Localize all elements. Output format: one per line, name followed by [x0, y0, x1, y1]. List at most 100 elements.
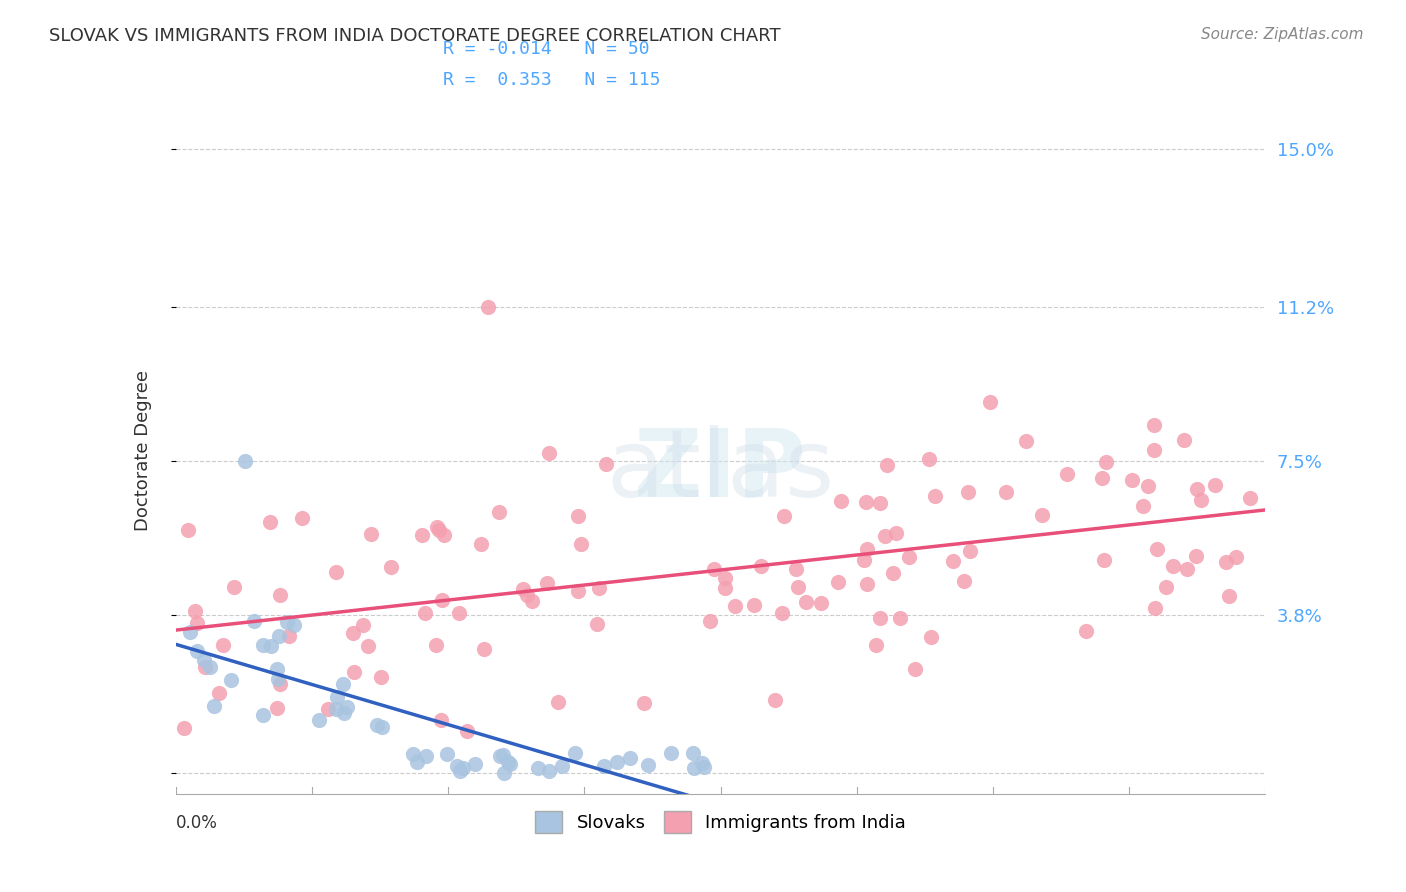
Slovaks [415, 749, 437, 764]
Slovaks [593, 759, 616, 773]
Slovaks [267, 672, 290, 686]
Immigrants from India [536, 576, 558, 591]
Immigrants from India [830, 493, 852, 508]
Slovaks [606, 756, 628, 770]
Immigrants from India [186, 616, 208, 631]
Immigrants from India [1132, 500, 1154, 514]
Immigrants from India [477, 300, 499, 314]
Immigrants from India [269, 676, 291, 690]
Immigrants from India [269, 588, 291, 602]
Immigrants from India [433, 528, 456, 542]
Immigrants from India [447, 606, 470, 620]
Immigrants from India [787, 580, 810, 594]
Immigrants from India [586, 617, 609, 632]
Immigrants from India [952, 574, 974, 588]
Immigrants from India [567, 584, 589, 599]
Slovaks [179, 624, 201, 639]
Slovaks [451, 761, 474, 775]
Slovaks [370, 720, 392, 734]
Slovaks [401, 747, 423, 762]
Slovaks [198, 659, 221, 673]
Slovaks [661, 746, 683, 760]
Immigrants from India [360, 526, 382, 541]
Immigrants from India [259, 515, 281, 529]
Slovaks [267, 629, 290, 643]
Immigrants from India [316, 702, 339, 716]
Immigrants from India [411, 528, 433, 542]
Immigrants from India [1137, 479, 1160, 493]
Immigrants from India [1092, 553, 1115, 567]
Slovaks [406, 755, 429, 769]
Immigrants from India [342, 626, 364, 640]
Immigrants from India [595, 457, 617, 471]
Immigrants from India [427, 523, 450, 537]
Slovaks [499, 757, 522, 772]
Immigrants from India [588, 582, 610, 596]
Immigrants from India [470, 537, 492, 551]
Text: 0.0%: 0.0% [176, 814, 218, 832]
Immigrants from India [380, 559, 402, 574]
Slovaks [494, 766, 516, 780]
Immigrants from India [547, 695, 569, 709]
Slovaks [260, 639, 283, 653]
Immigrants from India [810, 596, 832, 610]
Slovaks [252, 638, 274, 652]
Immigrants from India [1161, 558, 1184, 573]
Immigrants from India [343, 665, 366, 679]
Immigrants from India [1056, 467, 1078, 481]
Immigrants from India [827, 575, 849, 590]
Immigrants from India [1189, 493, 1212, 508]
Immigrants from India [194, 660, 217, 674]
Immigrants from India [516, 588, 538, 602]
Immigrants from India [430, 713, 453, 727]
Immigrants from India [941, 554, 963, 568]
Immigrants from India [714, 581, 737, 595]
Immigrants from India [488, 505, 510, 519]
Immigrants from India [785, 561, 807, 575]
Slovaks [326, 690, 349, 704]
Slovaks [325, 702, 347, 716]
Immigrants from India [742, 599, 765, 613]
Legend: Slovaks, Immigrants from India: Slovaks, Immigrants from India [527, 804, 914, 839]
Immigrants from India [426, 519, 449, 533]
Immigrants from India [699, 614, 721, 628]
Immigrants from India [876, 458, 898, 472]
Immigrants from India [325, 565, 347, 579]
Immigrants from India [882, 566, 904, 581]
Immigrants from India [714, 571, 737, 585]
Text: atlas: atlas [606, 425, 835, 517]
Immigrants from India [1015, 434, 1038, 449]
Slovaks [496, 756, 519, 770]
Immigrants from India [1218, 589, 1240, 603]
Immigrants from India [1094, 455, 1116, 469]
Immigrants from India [869, 496, 891, 510]
Immigrants from India [538, 446, 561, 460]
Immigrants from India [1239, 491, 1261, 505]
Immigrants from India [352, 617, 374, 632]
Slovaks [693, 760, 716, 774]
Immigrants from India [1143, 417, 1166, 432]
Immigrants from India [520, 594, 543, 608]
Slovaks [446, 759, 468, 773]
Immigrants from India [1173, 433, 1195, 447]
Slovaks [283, 618, 305, 632]
Immigrants from India [918, 451, 941, 466]
Text: Source: ZipAtlas.com: Source: ZipAtlas.com [1201, 27, 1364, 42]
Immigrants from India [855, 576, 877, 591]
Immigrants from India [224, 580, 246, 594]
Immigrants from India [1185, 482, 1208, 496]
Slovaks [690, 756, 713, 770]
Slovaks [336, 699, 359, 714]
Slovaks [464, 757, 486, 772]
Immigrants from India [884, 525, 907, 540]
Immigrants from India [266, 701, 288, 715]
Immigrants from India [1121, 473, 1143, 487]
Immigrants from India [724, 599, 747, 613]
Immigrants from India [512, 582, 534, 597]
Slovaks [682, 761, 704, 775]
Slovaks [193, 653, 215, 667]
Immigrants from India [1090, 471, 1112, 485]
Immigrants from India [794, 594, 817, 608]
Y-axis label: Doctorate Degree: Doctorate Degree [134, 370, 152, 531]
Immigrants from India [979, 395, 1001, 409]
